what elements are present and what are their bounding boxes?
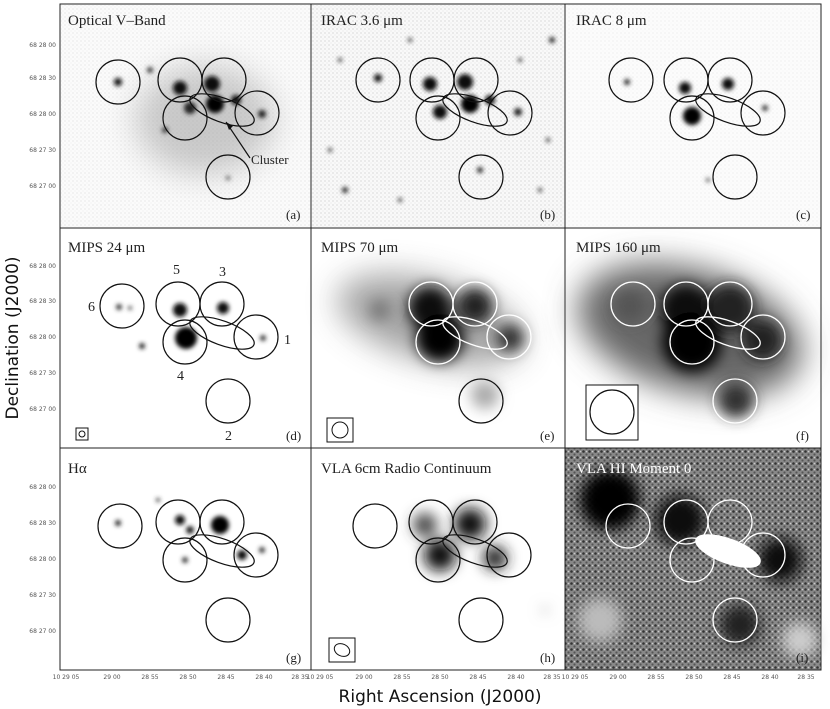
dec-tick: 68 28 00 — [29, 111, 56, 118]
dec-tick: 68 27 00 — [29, 628, 56, 635]
ra-tick: 29 00 — [609, 674, 626, 681]
beam-box-e — [326, 417, 354, 443]
panel-label-i: (i) — [796, 650, 808, 665]
dec-tick: 68 27 00 — [29, 183, 56, 190]
dec-tick: 68 28 00 — [29, 263, 56, 270]
ra-tick: 28 45 — [723, 674, 740, 681]
x-axis-label: Right Ascension (J2000) — [339, 687, 542, 707]
region-number-1: 1 — [284, 333, 291, 348]
ra-tick: 10 29 05 — [307, 674, 334, 681]
ra-tick-labels: 10 29 05 29 00 28 55 28 50 28 45 28 40 2… — [53, 674, 815, 681]
ra-tick: 28 50 — [431, 674, 448, 681]
panel-f: MIPS 160 μm (f) — [564, 227, 822, 449]
region-number-4: 4 — [177, 369, 184, 384]
panel-label-e: (e) — [540, 428, 554, 443]
panel-d: 1 2 3 4 5 6 MIPS 24 μm (d) — [59, 227, 312, 449]
ra-tick: 10 29 05 — [562, 674, 589, 681]
dec-tick-labels: 68 28 00 68 28 30 68 28 00 68 27 30 68 2… — [29, 42, 56, 635]
dec-tick: 68 27 30 — [29, 147, 56, 154]
panel-label-d: (d) — [286, 428, 301, 443]
dec-tick: 68 27 30 — [29, 370, 56, 377]
ra-tick: 28 50 — [685, 674, 702, 681]
ra-tick: 28 40 — [255, 674, 272, 681]
panel-i: VLA HI Moment 0 (i) — [564, 447, 822, 671]
y-axis-label: Declination (J2000) — [3, 256, 23, 419]
ra-tick: 29 00 — [355, 674, 372, 681]
ra-tick: 28 45 — [217, 674, 234, 681]
panel-title-a: Optical V–Band — [68, 13, 166, 29]
panel-a: Cluster Optical V–Band (a) — [59, 3, 312, 229]
ra-tick: 28 55 — [647, 674, 664, 681]
panel-title-d: MIPS 24 μm — [68, 240, 146, 256]
ra-tick: 28 35 — [797, 674, 814, 681]
region-number-5: 5 — [173, 263, 180, 278]
region-number-3: 3 — [219, 265, 226, 280]
panel-label-a: (a) — [286, 207, 300, 222]
panel-e: MIPS 70 μm (e) — [310, 227, 566, 449]
region-number-6: 6 — [88, 300, 95, 315]
dec-tick: 68 27 00 — [29, 406, 56, 413]
cluster-annotation: Cluster — [251, 152, 289, 167]
ra-tick: 28 55 — [141, 674, 158, 681]
beam-box-h — [328, 637, 356, 663]
panel-b: IRAC 3.6 μm (b) — [310, 3, 566, 229]
ra-tick: 28 35 — [291, 674, 308, 681]
ra-tick: 29 00 — [103, 674, 120, 681]
dec-tick: 68 27 30 — [29, 592, 56, 599]
dec-tick: 68 28 30 — [29, 298, 56, 305]
panel-title-e: MIPS 70 μm — [321, 240, 399, 256]
panel-g: Hα (g) — [59, 447, 312, 671]
ra-tick: 28 40 — [761, 674, 778, 681]
ra-tick: 28 45 — [469, 674, 486, 681]
panel-title-g: Hα — [68, 461, 87, 477]
panel-label-h: (h) — [540, 650, 555, 665]
beam-box-f — [585, 384, 639, 441]
panel-label-c: (c) — [796, 207, 810, 222]
dec-tick: 68 28 30 — [29, 520, 56, 527]
panel-label-g: (g) — [286, 650, 301, 665]
ra-tick: 28 40 — [507, 674, 524, 681]
panel-title-i: VLA HI Moment 0 — [576, 461, 691, 477]
panel-title-c: IRAC 8 μm — [576, 13, 647, 29]
ra-tick: 28 55 — [393, 674, 410, 681]
panel-label-b: (b) — [540, 207, 555, 222]
ra-tick: 28 35 — [543, 674, 560, 681]
dec-tick: 68 28 00 — [29, 42, 56, 49]
dec-tick: 68 28 30 — [29, 75, 56, 82]
dec-tick: 68 28 00 — [29, 484, 56, 491]
region-number-2: 2 — [225, 429, 232, 444]
dec-tick: 68 28 00 — [29, 556, 56, 563]
panel-label-f: (f) — [796, 428, 809, 443]
panel-c: IRAC 8 μm (c) — [564, 3, 822, 229]
panel-title-h: VLA 6cm Radio Continuum — [321, 461, 492, 477]
beam-box-d — [75, 427, 89, 441]
panel-title-b: IRAC 3.6 μm — [321, 13, 403, 29]
panel-h: VLA 6cm Radio Continuum (h) — [310, 447, 566, 671]
ra-tick: 10 29 05 — [53, 674, 80, 681]
panel-title-f: MIPS 160 μm — [576, 240, 661, 256]
ra-tick: 28 50 — [179, 674, 196, 681]
dec-tick: 68 28 00 — [29, 334, 56, 341]
